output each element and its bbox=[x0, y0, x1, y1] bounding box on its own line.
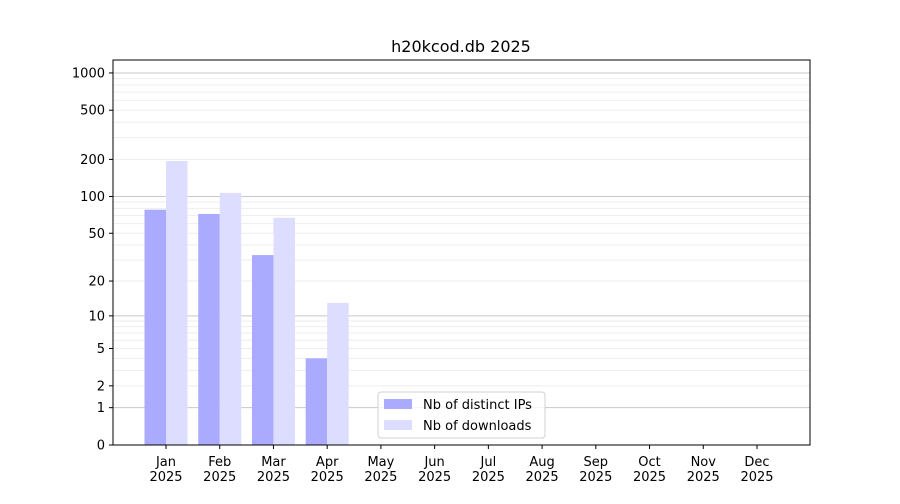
bar-distinct-ips bbox=[198, 213, 220, 445]
x-tick-label: Mar 2025 bbox=[257, 455, 290, 485]
y-tick-label: 0 bbox=[97, 439, 105, 454]
x-tick-label: Apr 2025 bbox=[311, 455, 344, 485]
y-axis: 0 1 2 5 10 20 50 100 200 500 1000 bbox=[72, 66, 113, 454]
x-tick-label: Jun 2025 bbox=[418, 455, 451, 485]
legend-swatch bbox=[384, 399, 412, 409]
plot-frame bbox=[112, 59, 811, 446]
y-tick-label: 2 bbox=[97, 379, 105, 394]
x-tick-label: May 2025 bbox=[364, 455, 397, 485]
x-tick-label: Oct 2025 bbox=[633, 455, 666, 485]
bar-distinct-ips bbox=[144, 209, 166, 445]
x-tick-label: Aug 2025 bbox=[526, 455, 559, 485]
x-tick-label: Dec 2025 bbox=[740, 455, 773, 485]
x-tick-label: Jul 2025 bbox=[472, 455, 505, 485]
y-tick-label: 1 bbox=[97, 401, 105, 416]
chart-title: h20kcod.db 2025 bbox=[391, 37, 531, 56]
bars bbox=[144, 161, 349, 445]
bar-downloads bbox=[166, 161, 188, 445]
x-tick-label: Sep 2025 bbox=[579, 455, 612, 485]
legend-box bbox=[377, 391, 546, 439]
bar-distinct-ips bbox=[251, 255, 274, 445]
x-axis: Jan 2025 Feb 2025 Mar 2025 Apr 2025 May 2025 Jun 20… bbox=[149, 445, 774, 485]
legend-swatch bbox=[384, 420, 412, 430]
legend: Nb of distinct IPs Nb of downloads bbox=[377, 391, 546, 439]
x-tick-label: Jan 2025 bbox=[149, 455, 182, 485]
y-tick-label: 100 bbox=[80, 190, 105, 205]
x-tick-label: Feb 2025 bbox=[203, 455, 236, 485]
y-tick-label: 200 bbox=[80, 153, 105, 168]
y-tick-label: 1000 bbox=[72, 66, 105, 81]
bar-downloads bbox=[219, 192, 242, 445]
bar-downloads bbox=[327, 302, 349, 445]
y-tick-label: 5 bbox=[97, 342, 105, 357]
legend-label: Nb of downloads bbox=[423, 419, 532, 434]
x-tick-label: Nov 2025 bbox=[687, 455, 720, 485]
y-tick-label: 50 bbox=[88, 227, 105, 242]
y-tick-label: 10 bbox=[88, 309, 105, 324]
bar-downloads bbox=[273, 217, 295, 445]
y-tick-label: 20 bbox=[88, 275, 105, 290]
legend-label: Nb of distinct IPs bbox=[423, 398, 532, 413]
bar-distinct-ips bbox=[305, 358, 328, 445]
y-tick-label: 500 bbox=[80, 104, 105, 119]
